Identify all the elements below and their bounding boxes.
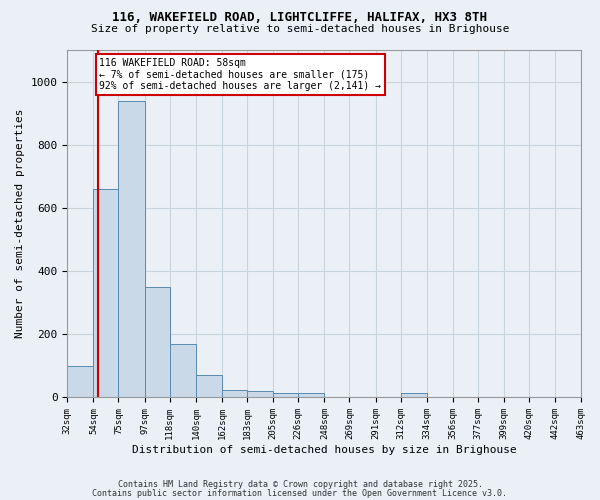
Text: Contains HM Land Registry data © Crown copyright and database right 2025.: Contains HM Land Registry data © Crown c… <box>118 480 482 489</box>
Bar <box>298 392 325 398</box>
Bar <box>94 189 118 398</box>
Bar <box>170 344 196 398</box>
Bar <box>247 391 273 398</box>
Bar <box>118 100 145 398</box>
Bar <box>145 287 170 398</box>
Text: 116, WAKEFIELD ROAD, LIGHTCLIFFE, HALIFAX, HX3 8TH: 116, WAKEFIELD ROAD, LIGHTCLIFFE, HALIFA… <box>113 11 487 24</box>
Y-axis label: Number of semi-detached properties: Number of semi-detached properties <box>15 109 25 338</box>
Bar <box>401 392 427 398</box>
Text: 116 WAKEFIELD ROAD: 58sqm
← 7% of semi-detached houses are smaller (175)
92% of : 116 WAKEFIELD ROAD: 58sqm ← 7% of semi-d… <box>100 58 382 91</box>
Bar <box>196 376 222 398</box>
Text: Contains public sector information licensed under the Open Government Licence v3: Contains public sector information licen… <box>92 488 508 498</box>
Bar <box>273 392 298 398</box>
Text: Size of property relative to semi-detached houses in Brighouse: Size of property relative to semi-detach… <box>91 24 509 34</box>
Bar <box>67 366 94 398</box>
Bar <box>222 390 247 398</box>
X-axis label: Distribution of semi-detached houses by size in Brighouse: Distribution of semi-detached houses by … <box>131 445 516 455</box>
